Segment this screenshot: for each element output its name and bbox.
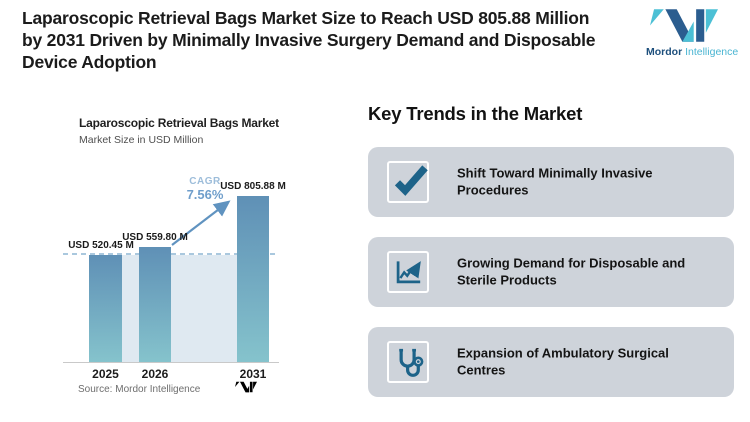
check-icon xyxy=(387,161,429,203)
cagr-arrow xyxy=(171,200,231,246)
mordor-logo-wordmark: Mordor Intelligence xyxy=(646,46,744,58)
cagr-label: CAGR xyxy=(189,176,221,187)
x-axis-label: 2031 xyxy=(239,367,267,381)
brand-primary: Mordor xyxy=(646,46,683,58)
mordor-logo: Mordor Intelligence xyxy=(646,7,744,58)
trend-label: Shift Toward Minimally Invasive Procedur… xyxy=(457,165,653,198)
page-title: Laparoscopic Retrieval Bags Market Size … xyxy=(22,8,596,72)
line-chart-icon xyxy=(387,251,429,293)
bar-value-label: USD 520.45 M xyxy=(68,240,134,251)
stethoscope-icon xyxy=(387,341,429,383)
x-axis-line xyxy=(63,362,279,363)
chart-subtitle: Market Size in USD Million xyxy=(79,134,204,146)
reference-dashed-line xyxy=(63,253,279,255)
bar-value-label: USD 805.88 M xyxy=(220,181,286,192)
trend-label: Expansion of Ambulatory Surgical Centres xyxy=(457,345,669,378)
bar-value-label: USD 559.80 M xyxy=(122,232,188,243)
mordor-mini-logo-icon xyxy=(235,381,257,393)
trends-heading: Key Trends in the Market xyxy=(368,103,583,124)
brand-secondary: Intelligence xyxy=(682,46,739,58)
cagr-value: 7.56% xyxy=(186,187,224,202)
cagr-annotation: CAGR 7.56% xyxy=(187,176,224,202)
trend-card-disposable-products: Growing Demand for Disposable and Steril… xyxy=(368,237,734,307)
bar-2031 xyxy=(237,196,269,362)
bar-2026 xyxy=(139,247,171,362)
chart-title: Laparoscopic Retrieval Bags Market xyxy=(79,116,279,130)
trend-card-ambulatory-centres: Expansion of Ambulatory Surgical Centres xyxy=(368,327,734,397)
key-trends-panel: Key Trends in the Market Shift Toward Mi… xyxy=(368,103,734,403)
mordor-logo-icon xyxy=(650,9,718,42)
bar-2025 xyxy=(89,255,122,362)
source-note: Source: Mordor Intelligence xyxy=(78,384,201,395)
trend-label: Growing Demand for Disposable and Steril… xyxy=(457,255,686,288)
trend-card-minimally-invasive: Shift Toward Minimally Invasive Procedur… xyxy=(368,147,734,217)
x-axis-label: 2025 xyxy=(92,367,119,381)
x-axis-label: 2026 xyxy=(141,367,169,381)
market-size-chart: Laparoscopic Retrieval Bags Market Marke… xyxy=(63,110,308,416)
